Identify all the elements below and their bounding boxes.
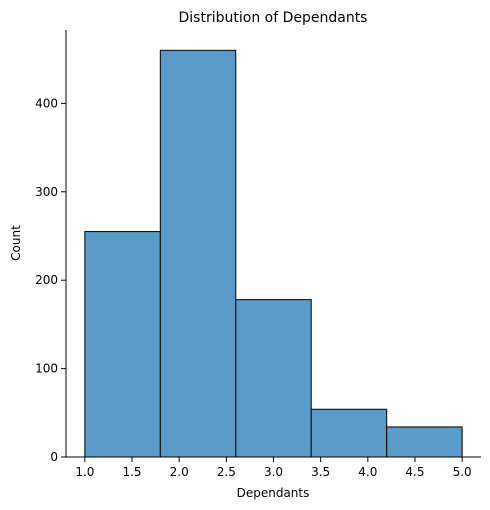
y-axis-label: Count (9, 225, 23, 261)
histogram-bar-2 (235, 299, 312, 458)
x-tick-label: 4.0 (358, 465, 377, 479)
x-axis-label: Dependants (237, 486, 310, 500)
x-tick-label: 5.0 (453, 465, 472, 479)
x-tick-label: 2.0 (170, 465, 189, 479)
x-tick-label: 1.5 (122, 465, 141, 479)
x-tick-label: 1.0 (75, 465, 94, 479)
histogram-bar-3 (310, 408, 388, 458)
y-tick-label: 0 (50, 450, 58, 464)
histogram-bar-1 (159, 49, 237, 458)
y-tick-label: 200 (35, 273, 58, 287)
bars-group (84, 49, 463, 458)
y-ticks-group: 0 100 200 300 400 (35, 96, 66, 464)
histogram-bar-4 (386, 426, 463, 458)
y-tick-label: 100 (35, 362, 58, 376)
histogram-bar-0 (84, 231, 161, 458)
x-tick-label: 3.0 (264, 465, 283, 479)
x-ticks-group: 1.0 1.5 2.0 2.5 3.0 3.5 4.0 4.5 5.0 (75, 457, 472, 479)
x-tick-label: 4.5 (405, 465, 424, 479)
y-tick-label: 300 (35, 185, 58, 199)
x-tick-label: 2.5 (217, 465, 236, 479)
x-tick-label: 3.5 (311, 465, 330, 479)
y-tick-label: 400 (35, 96, 58, 110)
chart-title: Distribution of Dependants (179, 10, 368, 26)
